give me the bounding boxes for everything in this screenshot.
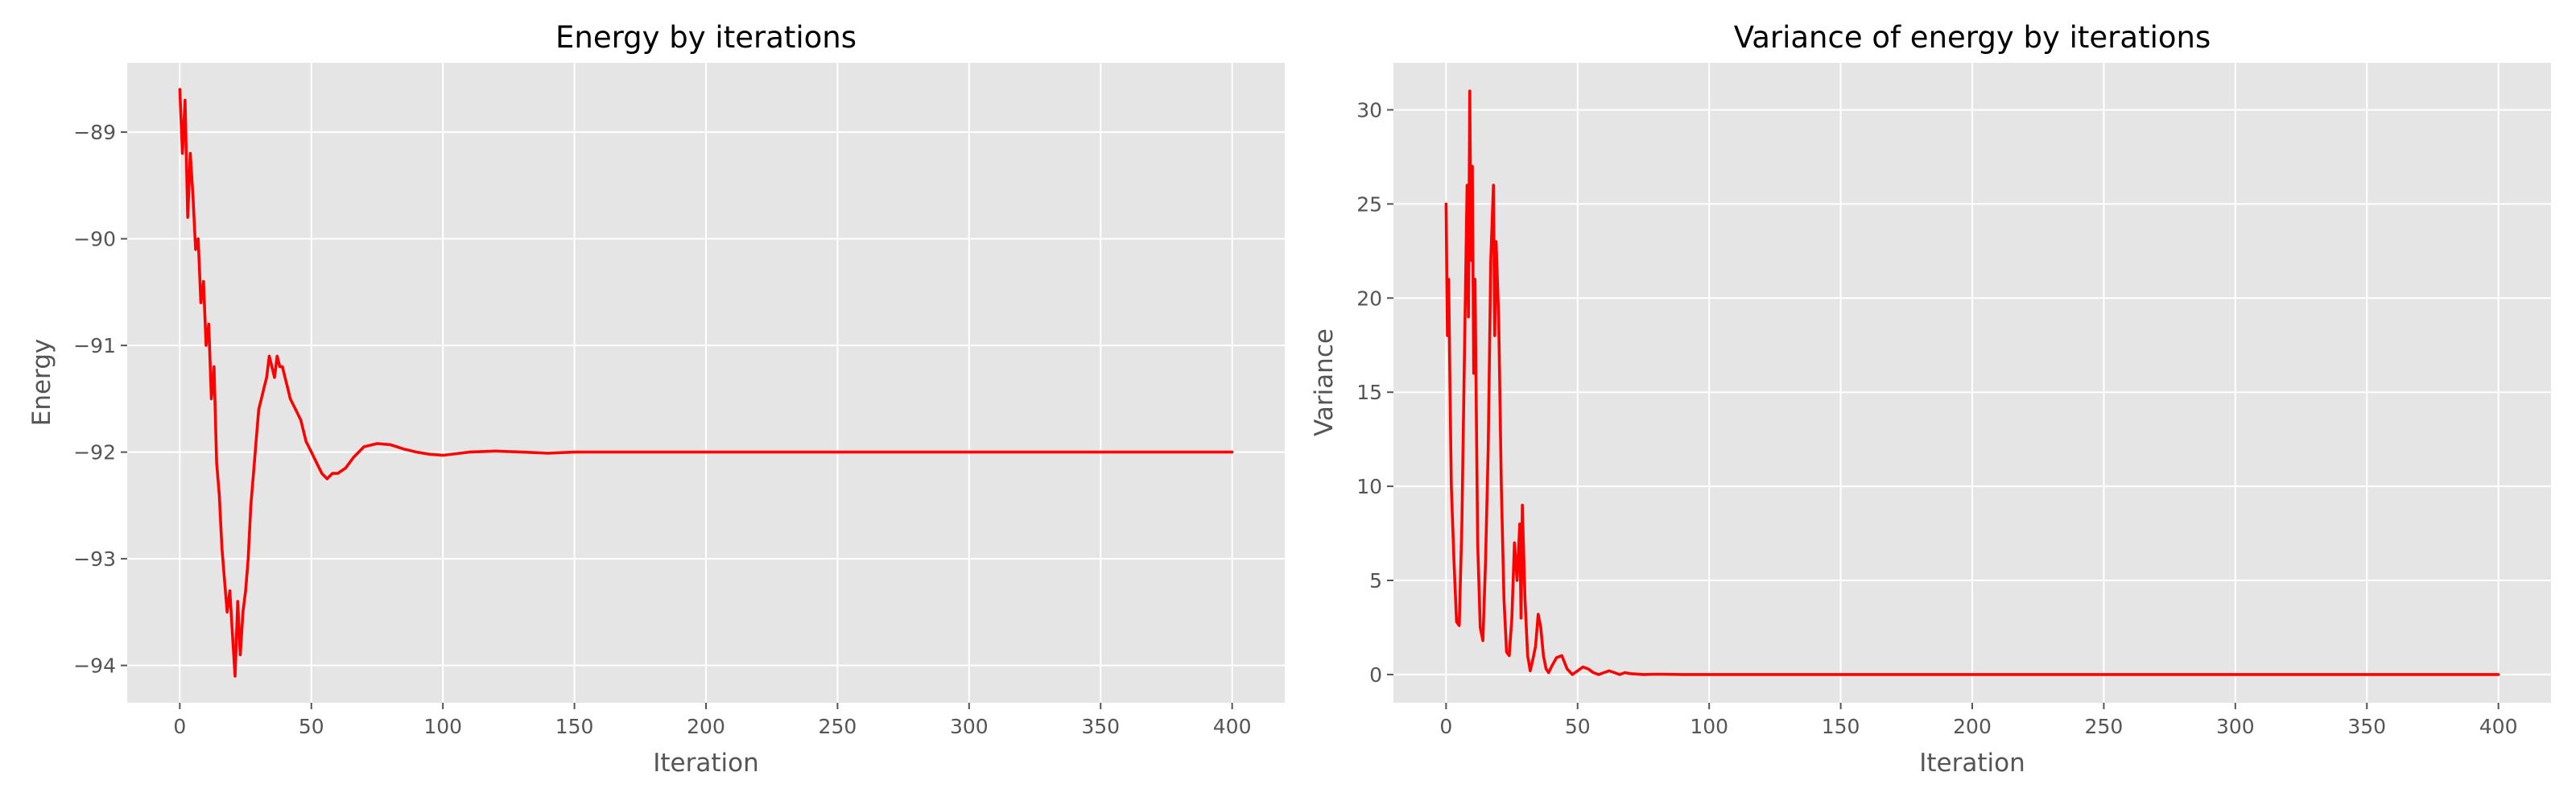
variance-x-tick-label: 100 (1690, 715, 1728, 738)
variance-series (1444, 89, 2500, 676)
variance-y-tick-label: 0 (1369, 663, 1382, 687)
energy-y-tick-label: −91 (73, 334, 116, 357)
energy-x-tick-label: 150 (555, 715, 594, 738)
variance-x-tick-label: 250 (2085, 715, 2124, 738)
variance-x-axis-label: Iteration (1919, 749, 2025, 778)
variance-y-tick-label: 25 (1356, 192, 1382, 216)
energy-x-tick-label: 300 (950, 715, 989, 738)
variance-y-axis-label: Variance (1310, 328, 1339, 436)
energy-x-tick-label: 200 (687, 715, 725, 738)
energy-y-tick-label: −93 (73, 547, 116, 571)
variance-y-tick-label: 30 (1356, 98, 1382, 122)
variance-series-line (1444, 89, 2500, 676)
variance-x-tick-label: 300 (2216, 715, 2255, 738)
energy-x-tick-label: 100 (423, 715, 462, 738)
variance-y-tick-label: 20 (1356, 287, 1382, 310)
energy-series-line (178, 88, 1234, 678)
energy-x-axis-label: Iteration (653, 749, 759, 778)
energy-y-axis-label: Energy (27, 339, 56, 427)
energy-y-ticks: −94 −93 −92 −91 −90 −89 (73, 121, 127, 678)
variance-chart-title: Variance of energy by iterations (1734, 20, 2211, 55)
energy-y-tick-label: −89 (73, 121, 116, 144)
variance-x-ticks: 0 50 100 150 200 250 300 350 400 (1439, 703, 2517, 738)
energy-series (178, 88, 1234, 678)
variance-x-tick-label: 350 (2347, 715, 2386, 738)
variance-x-tick-label: 0 (1439, 715, 1452, 738)
energy-chart-panel: 0 50 100 150 200 250 300 350 400 −94 −93 −92 −91 −90… (27, 20, 1285, 778)
variance-y-tick-label: 15 (1356, 381, 1382, 404)
variance-x-tick-label: 400 (2479, 715, 2518, 738)
variance-y-tick-label: 5 (1369, 569, 1382, 592)
variance-y-tick-label: 10 (1356, 475, 1382, 498)
energy-x-tick-label: 250 (819, 715, 857, 738)
energy-x-tick-label: 0 (173, 715, 186, 738)
variance-x-tick-label: 200 (1953, 715, 1992, 738)
energy-chart-title: Energy by iterations (555, 20, 857, 55)
energy-x-tick-label: 350 (1081, 715, 1120, 738)
variance-y-ticks: 0 5 10 15 20 25 30 (1356, 98, 1393, 687)
variance-x-tick-label: 50 (1565, 715, 1591, 738)
energy-x-tick-label: 50 (299, 715, 324, 738)
energy-y-tick-label: −94 (73, 654, 116, 678)
energy-grid (127, 63, 1285, 703)
energy-x-ticks: 0 50 100 150 200 250 300 350 400 (173, 703, 1251, 738)
energy-y-tick-label: −92 (73, 441, 116, 464)
energy-y-tick-label: −90 (73, 228, 116, 251)
variance-chart-panel: 0 50 100 150 200 250 300 350 400 0 5 10 15 20 25 30 Va… (1310, 20, 2551, 778)
energy-x-tick-label: 400 (1213, 715, 1252, 738)
variance-x-tick-label: 150 (1822, 715, 1860, 738)
